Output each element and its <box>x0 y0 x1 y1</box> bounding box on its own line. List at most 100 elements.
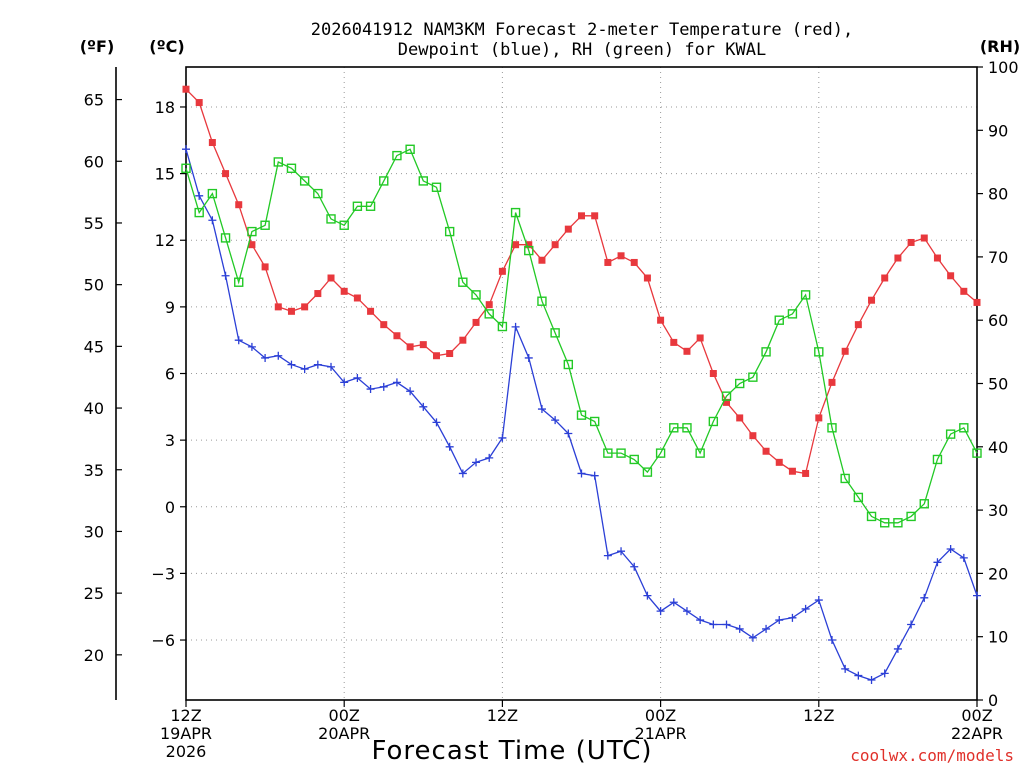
rh-unit-label: (RH) <box>980 37 1020 56</box>
data-point <box>748 633 757 642</box>
fahrenheit-tick-label: 55 <box>84 214 104 233</box>
data-point <box>445 442 454 451</box>
data-point <box>221 271 230 280</box>
data-point <box>406 387 415 396</box>
celsius-tick-label: 15 <box>155 165 175 184</box>
rh-tick-label: 60 <box>988 311 1008 330</box>
rh-tick-label: 30 <box>988 501 1008 520</box>
data-point <box>880 669 889 678</box>
series-line <box>185 88 978 475</box>
celsius-tick-label: 0 <box>165 498 175 517</box>
data-point <box>708 416 719 427</box>
data-point <box>405 144 415 154</box>
data-point <box>946 544 955 553</box>
data-point <box>828 378 836 386</box>
data-point <box>973 591 981 600</box>
data-point <box>485 301 493 309</box>
data-point <box>788 467 796 475</box>
data-point <box>220 233 231 243</box>
rh-tick-label: 20 <box>988 564 1008 583</box>
series-rh <box>181 144 982 528</box>
data-point <box>511 322 520 331</box>
fahrenheit-tick-label: 50 <box>84 276 104 295</box>
series-dewpoint <box>182 145 981 685</box>
data-point <box>907 238 915 246</box>
data-point <box>353 373 362 382</box>
data-point <box>300 365 309 374</box>
data-point <box>365 201 376 211</box>
fahrenheit-tick-label: 20 <box>84 646 104 665</box>
x-tick-label: 21APR <box>635 724 687 743</box>
data-point <box>814 596 823 605</box>
data-point <box>458 469 467 478</box>
data-point <box>973 298 981 306</box>
tick-labels: 1815129630−3−665605550454035302520100908… <box>84 58 1019 761</box>
data-point <box>919 499 929 509</box>
data-point <box>959 423 969 433</box>
data-point <box>603 551 612 560</box>
rh-tick-label: 40 <box>988 438 1008 457</box>
data-point <box>670 338 678 346</box>
data-point <box>379 382 388 391</box>
data-point <box>906 511 916 522</box>
fahrenheit-unit-label: (ºF) <box>80 37 115 56</box>
data-point <box>537 296 547 306</box>
data-point <box>182 145 190 154</box>
fahrenheit-tick-label: 40 <box>84 399 104 418</box>
data-point <box>419 341 427 349</box>
data-point <box>327 274 335 282</box>
x-tick-label: 00Z <box>645 706 676 725</box>
data-point <box>881 274 889 282</box>
data-point <box>261 263 269 271</box>
data-point <box>366 385 375 394</box>
rh-tick-label: 100 <box>988 58 1019 77</box>
credit-text: coolwx.com/models <box>850 746 1014 765</box>
data-point <box>880 518 890 528</box>
data-point <box>444 226 455 237</box>
data-point <box>564 429 573 438</box>
data-point <box>392 150 402 161</box>
data-point <box>893 644 902 653</box>
data-point <box>959 553 968 562</box>
chart-subtitle: Dewpoint (blue), RH (green) for KWAL <box>398 40 766 60</box>
data-point <box>563 359 574 370</box>
celsius-tick-label: 9 <box>165 298 175 317</box>
data-point <box>696 616 705 625</box>
data-point <box>392 378 401 387</box>
data-point <box>576 410 587 420</box>
fahrenheit-tick-label: 30 <box>84 522 104 541</box>
data-point <box>933 558 942 567</box>
data-point <box>669 598 678 607</box>
data-point <box>195 99 203 107</box>
data-point <box>696 334 704 342</box>
data-point <box>960 287 968 295</box>
data-point <box>657 316 665 324</box>
data-point <box>630 258 638 266</box>
data-point <box>761 347 771 357</box>
data-point <box>854 321 862 329</box>
data-point <box>234 277 244 287</box>
data-point <box>630 562 639 571</box>
data-point <box>894 254 902 262</box>
data-point <box>629 454 639 465</box>
data-point <box>616 448 626 458</box>
data-point <box>181 163 191 173</box>
x-axis-label: Forecast Time (UTC) <box>371 736 652 766</box>
celsius-tick-label: 6 <box>165 365 175 384</box>
data-point <box>762 447 770 455</box>
celsius-tick-label: 18 <box>155 98 175 117</box>
data-point <box>815 414 823 422</box>
rh-tick-label: 10 <box>988 628 1008 647</box>
data-point <box>326 214 336 224</box>
data-point <box>736 414 744 422</box>
data-point <box>248 241 256 249</box>
data-point <box>722 620 731 629</box>
data-point <box>932 454 943 465</box>
data-point <box>524 353 533 362</box>
series-layer <box>181 85 982 685</box>
data-point <box>642 467 653 477</box>
plot-frame <box>185 66 978 701</box>
data-point <box>920 593 929 602</box>
fahrenheit-tick-label: 35 <box>84 461 104 480</box>
data-point <box>194 207 204 218</box>
